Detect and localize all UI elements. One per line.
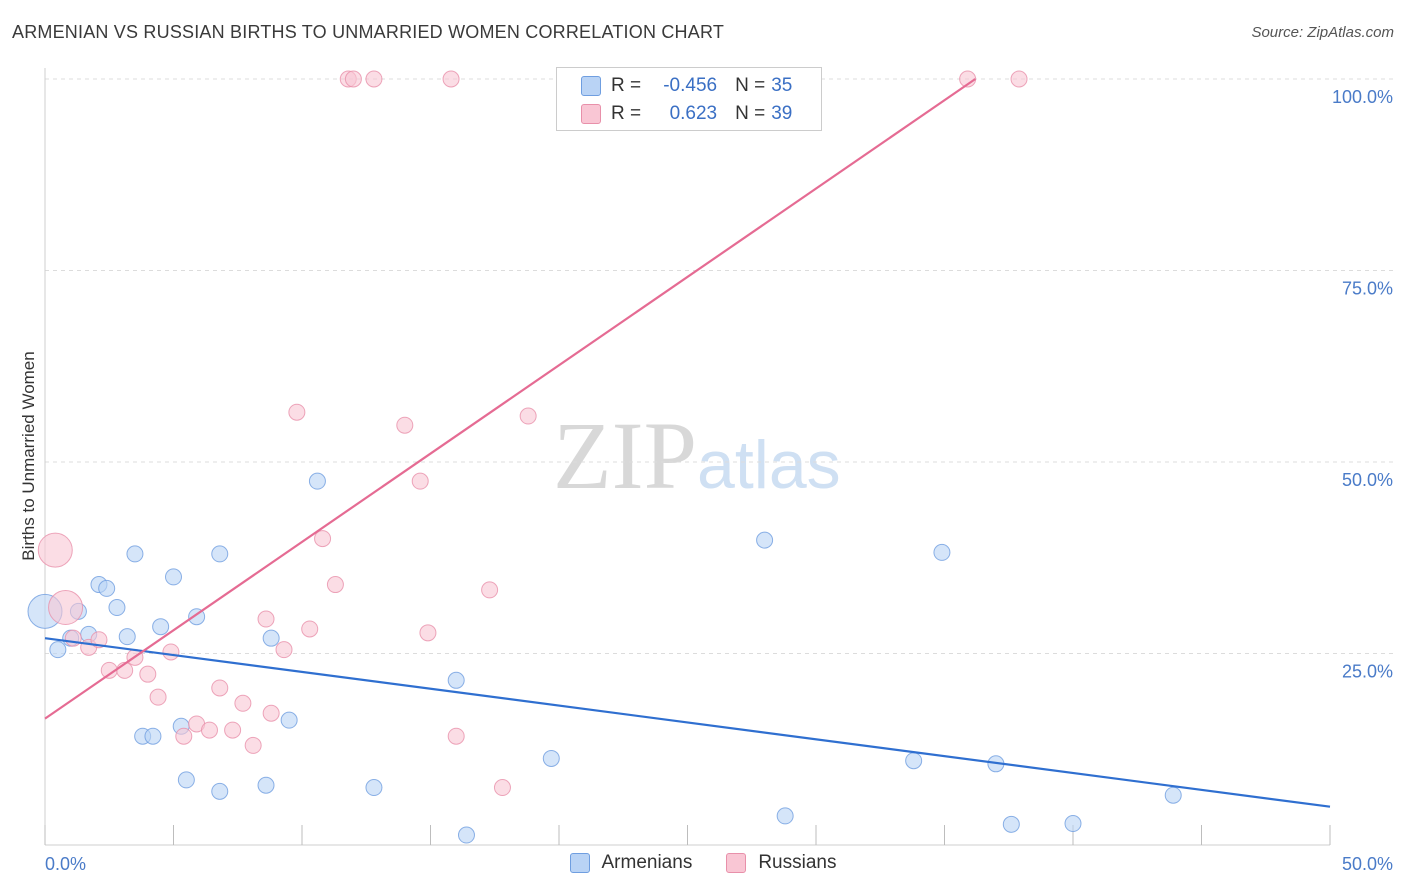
bottom-legend: Armenians Russians bbox=[0, 852, 1406, 874]
point-russians bbox=[139, 665, 157, 683]
legend-row-armenians: R = -0.456 N = 35 bbox=[581, 73, 792, 99]
bottom-legend-swatch-russians bbox=[726, 853, 747, 873]
legend-swatch-armenians bbox=[581, 76, 601, 96]
point-russians bbox=[326, 576, 344, 594]
point-armenians bbox=[211, 782, 229, 800]
point-armenians bbox=[933, 543, 951, 561]
point-armenians bbox=[126, 545, 144, 563]
legend-row-russians: R = 0.623 N = 39 bbox=[581, 101, 792, 127]
point-armenians bbox=[165, 568, 182, 586]
points bbox=[27, 70, 1182, 844]
point-russians bbox=[396, 416, 414, 434]
grid bbox=[45, 78, 1395, 654]
point-russians bbox=[257, 610, 275, 628]
point-russians bbox=[48, 590, 84, 626]
point-armenians bbox=[776, 807, 794, 825]
point-armenians bbox=[257, 776, 275, 794]
legend-n-value: 35 bbox=[771, 75, 793, 96]
source-label: Source: ZipAtlas.com bbox=[1251, 24, 1394, 41]
bottom-legend-swatch-armenians bbox=[569, 853, 590, 873]
point-armenians bbox=[308, 472, 326, 490]
point-armenians bbox=[262, 629, 280, 647]
watermark: ZIPatlas bbox=[553, 400, 841, 511]
y-tick-label: 25.0% bbox=[1342, 662, 1393, 682]
trend-line-russians bbox=[44, 78, 976, 720]
point-russians bbox=[234, 694, 252, 712]
x-tick-label: 0.0% bbox=[45, 854, 86, 874]
y-tick-label: 100.0% bbox=[1332, 87, 1393, 107]
point-russians bbox=[365, 70, 383, 88]
legend-swatch-russians bbox=[581, 104, 601, 124]
bottom-legend-label: Russians bbox=[758, 852, 837, 873]
y-tick-label: 75.0% bbox=[1342, 279, 1393, 299]
point-russians bbox=[288, 403, 306, 421]
point-russians bbox=[262, 704, 280, 722]
point-russians bbox=[344, 70, 362, 88]
legend: R = -0.456 N = 35 R = 0.623 N = 39 bbox=[556, 67, 822, 131]
x-tick-label: 50.0% bbox=[1342, 854, 1393, 874]
point-armenians bbox=[118, 628, 136, 646]
y-tick-label: 50.0% bbox=[1342, 470, 1393, 490]
point-armenians bbox=[280, 711, 298, 729]
point-russians bbox=[493, 779, 511, 797]
point-armenians bbox=[905, 752, 923, 770]
chart-title: ARMENIAN VS RUSSIAN BIRTHS TO UNMARRIED … bbox=[12, 22, 725, 42]
point-russians bbox=[314, 530, 332, 548]
point-armenians bbox=[365, 779, 383, 797]
point-russians bbox=[224, 721, 242, 739]
point-armenians bbox=[177, 771, 195, 789]
point-armenians bbox=[144, 727, 162, 745]
bottom-legend-armenians: Armenians bbox=[569, 852, 693, 874]
point-russians bbox=[481, 581, 499, 599]
point-armenians bbox=[211, 545, 229, 563]
point-russians bbox=[175, 727, 193, 745]
point-armenians bbox=[457, 826, 475, 844]
point-armenians bbox=[1002, 815, 1020, 833]
legend-r-value: -0.456 bbox=[663, 75, 718, 96]
point-russians bbox=[1010, 70, 1028, 88]
legend-n-label: N = bbox=[735, 103, 766, 124]
point-russians bbox=[244, 736, 262, 754]
point-russians bbox=[419, 624, 437, 642]
watermark-zip: ZIP bbox=[553, 402, 697, 509]
point-russians bbox=[64, 629, 82, 647]
point-russians bbox=[37, 532, 73, 568]
legend-n-value: 39 bbox=[771, 103, 793, 124]
point-russians bbox=[200, 721, 218, 739]
legend-r-value: 0.623 bbox=[669, 103, 718, 124]
point-russians bbox=[442, 70, 460, 88]
axes bbox=[44, 68, 1331, 846]
point-armenians bbox=[49, 641, 67, 659]
y-axis-title: Births to Unmarried Women bbox=[19, 351, 38, 560]
point-russians bbox=[211, 679, 229, 697]
point-russians bbox=[519, 407, 537, 425]
point-armenians bbox=[542, 749, 560, 767]
point-armenians bbox=[756, 531, 774, 549]
point-russians bbox=[447, 727, 465, 745]
point-armenians bbox=[152, 618, 170, 636]
tick-labels: 25.0% 50.0% 75.0% 100.0% 0.0% 50.0% bbox=[45, 87, 1393, 874]
point-armenians bbox=[1164, 786, 1182, 804]
bottom-legend-label: Armenians bbox=[601, 852, 693, 873]
point-armenians bbox=[447, 671, 465, 689]
trend-line-armenians bbox=[44, 637, 1331, 808]
legend-r-label: R = bbox=[611, 103, 642, 124]
point-russians bbox=[149, 688, 167, 706]
watermark-atlas: atlas bbox=[697, 427, 841, 503]
point-russians bbox=[275, 641, 293, 659]
point-armenians bbox=[98, 579, 116, 597]
point-russians bbox=[411, 472, 429, 490]
bottom-legend-russians: Russians bbox=[726, 852, 836, 874]
trend-lines bbox=[44, 78, 1331, 808]
point-russians bbox=[959, 70, 977, 88]
point-armenians bbox=[1064, 815, 1082, 833]
point-russians bbox=[162, 643, 180, 661]
point-russians bbox=[301, 620, 319, 638]
legend-n-label: N = bbox=[735, 75, 766, 96]
point-armenians bbox=[108, 599, 126, 617]
legend-r-label: R = bbox=[611, 75, 642, 96]
